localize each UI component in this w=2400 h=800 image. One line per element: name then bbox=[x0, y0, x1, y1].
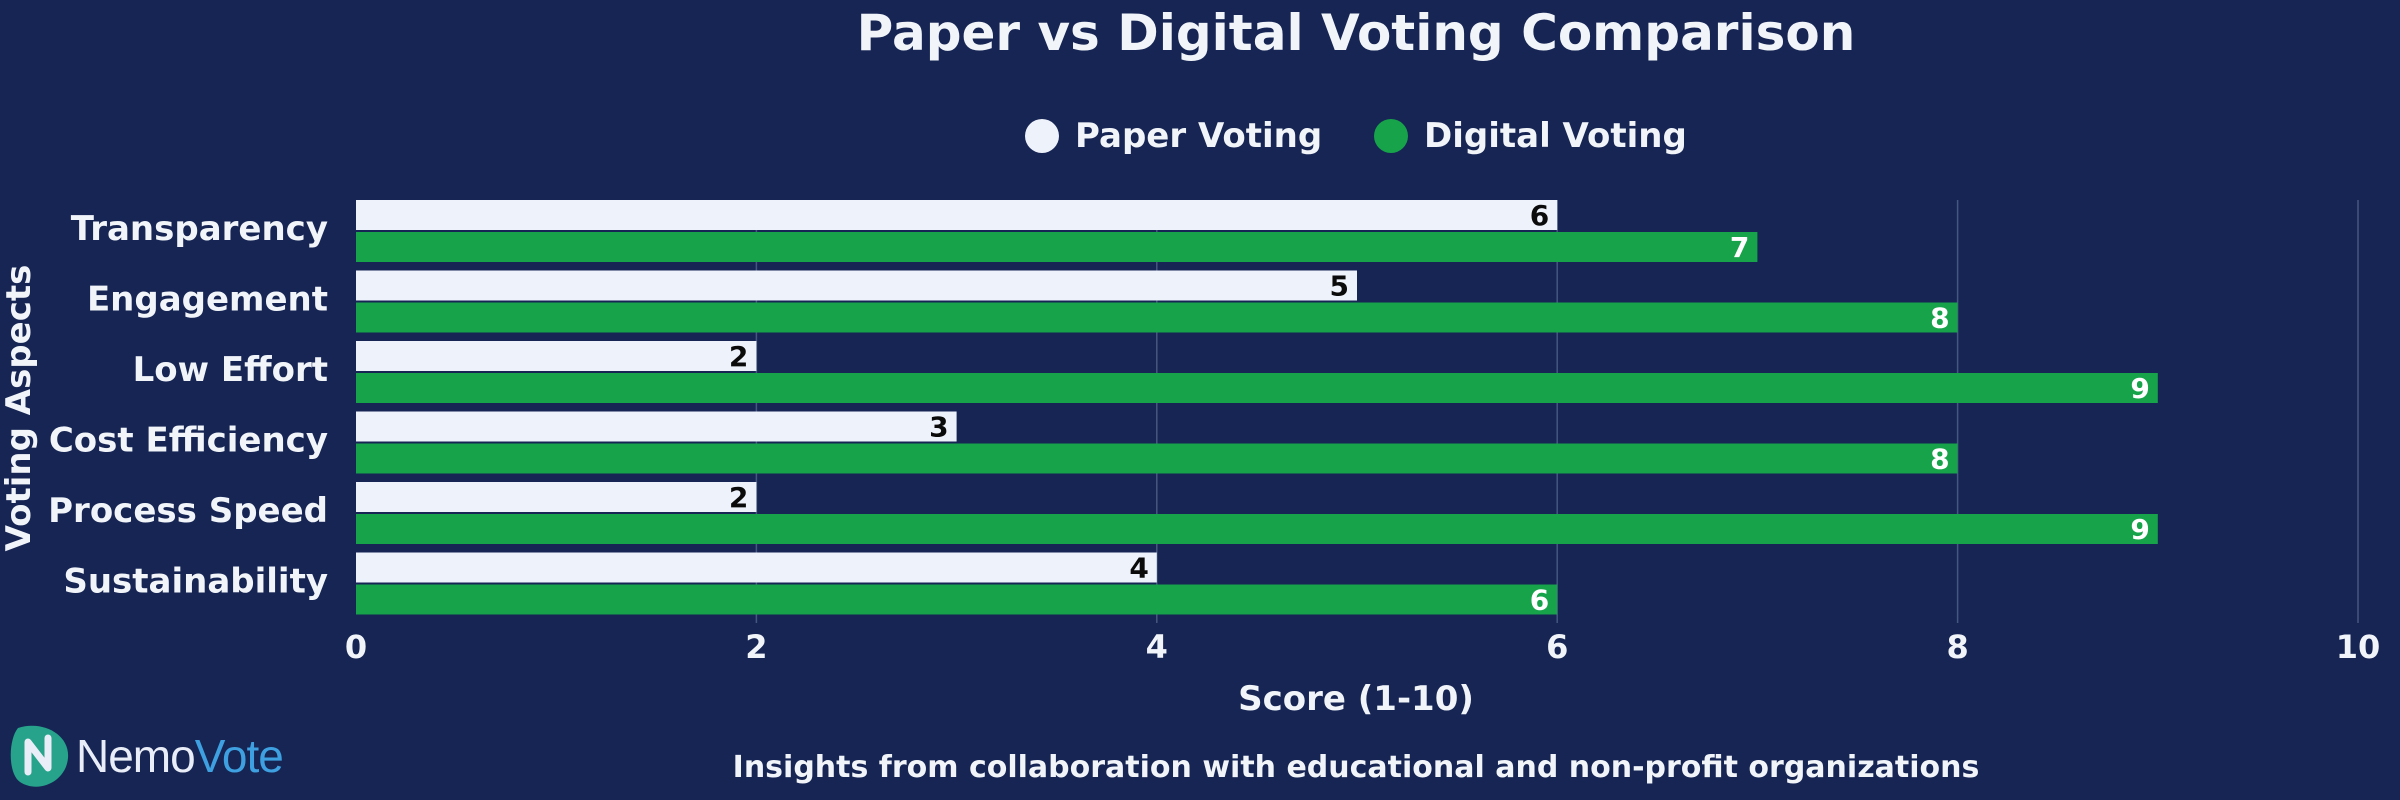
x-axis-label: Score (1-10) bbox=[1238, 679, 1474, 719]
y-tick-label: Sustainability bbox=[63, 562, 328, 602]
bar-paper bbox=[356, 552, 1157, 583]
nemovote-logo: NemoVote bbox=[8, 720, 284, 792]
bar-digital bbox=[356, 514, 2158, 544]
x-tick-label: 4 bbox=[1146, 628, 1168, 666]
x-tick-label: 0 bbox=[345, 628, 367, 666]
data-label: 8 bbox=[1930, 302, 1949, 335]
bar-paper bbox=[356, 411, 957, 442]
y-tick-label: Engagement bbox=[87, 280, 328, 320]
x-tick-label: 2 bbox=[745, 628, 767, 666]
y-axis-tick-labels: Transparency Engagement Low Effort Cost Eff… bbox=[48, 209, 328, 602]
logo-wordmark-part1: Nemo bbox=[76, 730, 196, 782]
chart-subtitle: Insights from collaboration with educati… bbox=[733, 750, 1980, 785]
logo-wordmark: NemoVote bbox=[76, 729, 284, 783]
bar-digital bbox=[356, 443, 1958, 474]
y-tick-label: Low Effort bbox=[133, 350, 328, 390]
bars: 6 7 5 8 2 9 3 8 2 9 4 6 bbox=[356, 199, 2158, 617]
bar-paper bbox=[356, 482, 757, 512]
data-label: 6 bbox=[1530, 584, 1549, 617]
bar-digital bbox=[356, 232, 1758, 262]
data-label: 5 bbox=[1330, 270, 1349, 303]
data-label: 9 bbox=[2130, 513, 2149, 546]
chart-title: Paper vs Digital Voting Comparison bbox=[857, 4, 1856, 62]
data-label: 3 bbox=[929, 411, 948, 444]
y-axis-label: Voting Aspects bbox=[0, 265, 39, 552]
legend-label-digital: Digital Voting bbox=[1424, 116, 1687, 156]
data-label: 6 bbox=[1530, 199, 1549, 232]
legend-swatch-paper bbox=[1025, 119, 1059, 153]
x-tick-label: 6 bbox=[1546, 628, 1568, 666]
data-label: 7 bbox=[1730, 231, 1749, 264]
data-label: 9 bbox=[2130, 372, 2149, 405]
legend: Paper Voting Digital Voting bbox=[1025, 116, 1687, 156]
bar-paper bbox=[356, 270, 1357, 301]
bar-paper bbox=[356, 200, 1558, 230]
nemovote-n-icon bbox=[10, 725, 69, 787]
x-tick-label: 10 bbox=[2336, 628, 2381, 666]
legend-label-paper: Paper Voting bbox=[1075, 116, 1322, 156]
data-label: 2 bbox=[729, 481, 748, 514]
data-label: 4 bbox=[1129, 552, 1148, 585]
legend-swatch-digital bbox=[1374, 119, 1408, 153]
data-label: 2 bbox=[729, 340, 748, 373]
y-tick-label: Cost Efficiency bbox=[49, 421, 328, 461]
x-axis-tick-labels: 0 2 4 6 8 10 bbox=[345, 628, 2380, 666]
logo-wordmark-part2: Vote bbox=[194, 730, 284, 782]
bar-paper bbox=[356, 341, 757, 371]
bar-digital bbox=[356, 373, 2158, 403]
bar-digital bbox=[356, 302, 1958, 333]
data-label: 8 bbox=[1930, 443, 1949, 476]
x-tick-label: 8 bbox=[1946, 628, 1968, 666]
y-tick-label: Process Speed bbox=[48, 491, 328, 531]
bar-digital bbox=[356, 584, 1558, 615]
y-tick-label: Transparency bbox=[71, 209, 328, 249]
